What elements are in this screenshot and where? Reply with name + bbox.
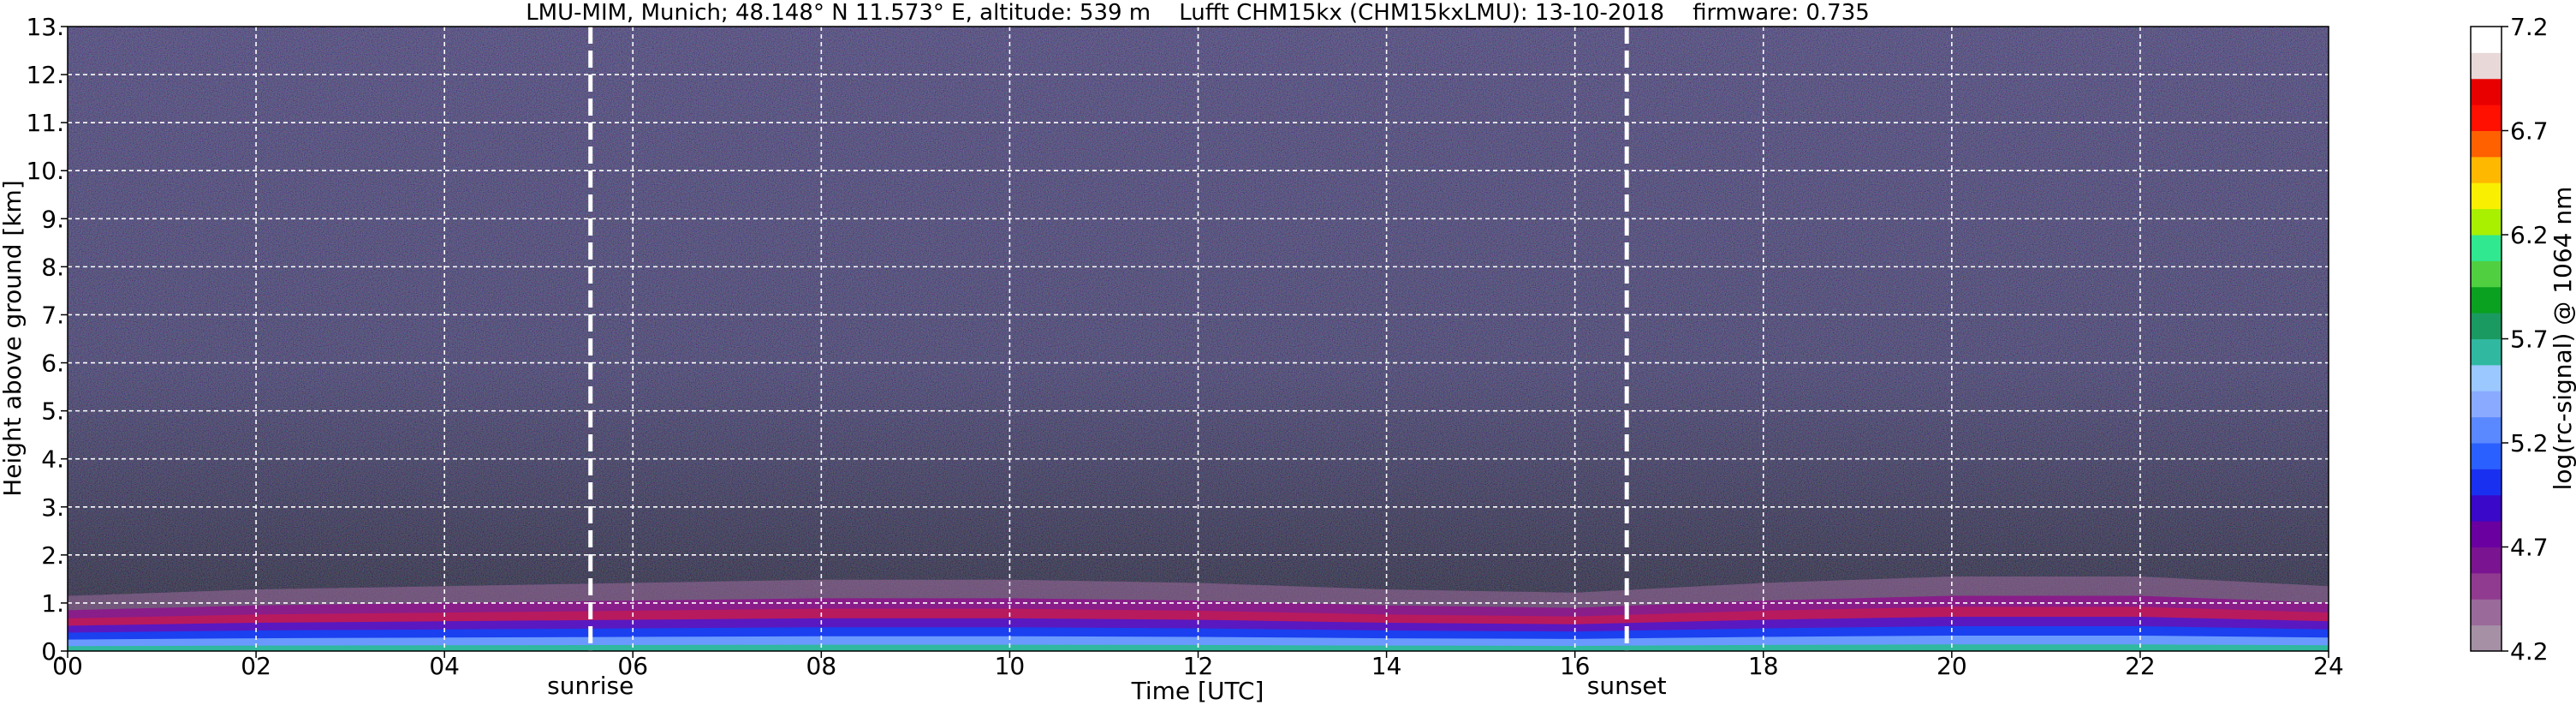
colorbar-segment [2471,313,2502,339]
y-tick-label: 12. [26,61,64,89]
x-tick-label: 22 [2125,652,2156,680]
y-tick-label: 7. [41,301,64,329]
y-tick-label: 2. [41,541,64,570]
colorbar: 4.2 4.7 5.2 5.7 6.2 6.7 7.2 [2470,13,2549,666]
y-tick-label: 9. [41,205,64,233]
colorbar-label: log(rc-signal) @ 1064 nm [2549,187,2576,491]
x-tick-label: 12 [1183,652,1214,680]
y-tick-label: 11. [26,109,64,137]
colorbar-segment [2471,364,2502,391]
colorbar-segment [2471,260,2502,288]
y-tick-label: 4. [41,445,64,474]
x-tick-label: 02 [241,652,271,680]
y-tick-label: 3. [41,493,64,522]
colorbar-segment [2471,547,2502,574]
sun-marker-lines [588,27,1629,651]
x-tick-label: 08 [806,652,837,680]
chart-title: LMU-MIM, Munich; 48.148° N 11.573° E, al… [526,0,1870,26]
plot-area [68,27,2329,651]
colorbar-tick-label: 4.7 [2510,534,2549,562]
sunset-label: sunset [1587,672,1667,700]
y-tick-label: 13. [26,13,64,41]
grid-lines [68,27,2329,651]
x-tick-label: 06 [617,652,648,680]
x-tick-label: 24 [2313,652,2344,680]
colorbar-segment [2471,572,2502,600]
sunrise-label: sunrise [547,672,634,700]
colorbar-segment [2471,182,2502,210]
x-tick-label: 20 [1936,652,1967,680]
colorbar-segment [2471,521,2502,547]
y-tick-label: 6. [41,350,64,378]
x-axis-ticks: 00 02 04 06 08 10 12 14 16 18 20 22 24 [52,651,2344,680]
colorbar-segment [2471,156,2502,183]
x-tick-label: 04 [429,652,460,680]
colorbar-segment [2471,494,2502,522]
colorbar-segment [2471,469,2502,496]
colorbar-tick-label: 5.2 [2510,429,2549,457]
sun-marker-labels: sunrise sunset [547,672,1667,700]
y-tick-label: 0. [41,637,64,666]
y-axis-label: Height above ground [km] [0,180,27,497]
x-tick-label: 10 [995,652,1026,680]
colorbar-segment [2471,78,2502,105]
colorbar-segment [2471,130,2502,158]
colorbar-segment [2471,443,2502,469]
x-tick-label: 16 [1560,652,1591,680]
colorbar-tick-label: 4.2 [2510,637,2549,666]
colorbar-tick-label: 6.7 [2510,117,2549,146]
y-axis-ticks: 0. 1. 2. 3. 4. 5. 6. 7. 8. 9. 10. 11. 12. 13. [26,13,68,666]
colorbar-segment [2471,338,2502,366]
y-tick-label: 8. [41,253,64,281]
colorbar-segment [2471,208,2502,236]
colorbar-tick-label: 7.2 [2510,13,2549,41]
y-tick-label: 10. [26,157,64,185]
x-axis-label: Time [UTC] [1131,677,1264,705]
colorbar-segment [2471,52,2502,80]
colorbar-segment [2471,391,2502,418]
colorbar-segment [2471,599,2502,626]
colorbar-segment [2471,416,2502,444]
y-tick-label: 5. [41,397,64,426]
x-tick-label: 18 [1748,652,1779,680]
colorbar-segment [2471,624,2502,652]
colorbar-tick-label: 5.7 [2510,326,2549,354]
colorbar-segment [2471,286,2502,314]
x-tick-label: 00 [52,652,83,680]
colorbar-segment [2471,235,2502,261]
colorbar-segment [2471,105,2502,131]
colorbar-tick-label: 6.2 [2510,221,2549,249]
y-tick-label: 1. [41,589,64,618]
colorbar-segment [2471,27,2502,53]
x-tick-label: 14 [1371,652,1402,680]
